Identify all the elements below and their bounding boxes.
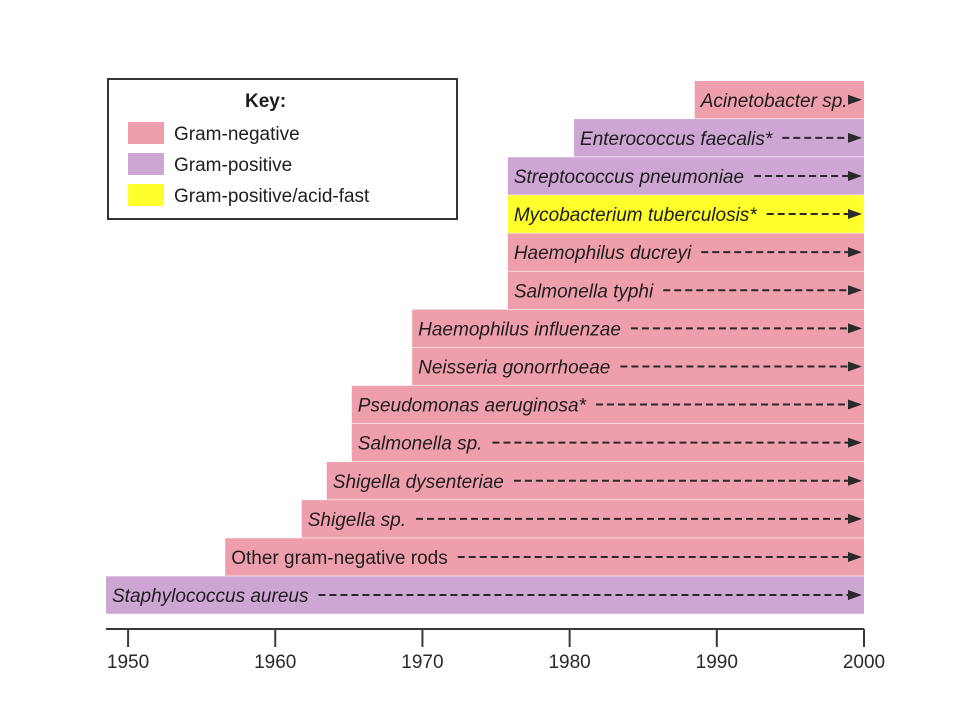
bar-label-shigella-sp: Shigella sp. bbox=[308, 510, 406, 531]
x-tick-label-1980: 1980 bbox=[548, 652, 590, 673]
bar-label-shigella-dysenteriae: Shigella dysenteriae bbox=[333, 472, 504, 493]
bar-enterococcus-faecalis: Enterococcus faecalis* bbox=[574, 119, 864, 157]
legend-label-gram-negative: Gram-negative bbox=[174, 124, 300, 145]
x-tick-label-1990: 1990 bbox=[696, 652, 738, 673]
arrow-head-shigella-dysenteriae bbox=[848, 475, 862, 486]
bar-label-salmonella-typhi: Salmonella typhi bbox=[514, 281, 654, 302]
x-tick-label-1960: 1960 bbox=[254, 652, 296, 673]
bars-layer: Acinetobacter sp. Enterococcus faecalis* S… bbox=[106, 81, 864, 614]
arrow-head-mycobacterium-tuberculosis bbox=[848, 209, 862, 220]
arrow-head-enterococcus-faecalis bbox=[848, 132, 862, 143]
bar-label-acinetobacter-sp: Acinetobacter sp. bbox=[700, 91, 848, 112]
bar-label-enterococcus-faecalis: Enterococcus faecalis* bbox=[580, 129, 773, 150]
arrow-head-haemophilus-ducreyi bbox=[848, 247, 862, 258]
x-tick-label-2000: 2000 bbox=[843, 652, 885, 673]
bar-label-neisseria-gonorrhoeae: Neisseria gonorrhoeae bbox=[418, 357, 610, 378]
bar-label-haemophilus-influenzae: Haemophilus influenzae bbox=[418, 319, 621, 340]
bar-streptococcus-pneumoniae: Streptococcus pneumoniae bbox=[507, 157, 864, 195]
arrow-head-pseudomonas-aeruginosa bbox=[848, 399, 862, 410]
x-tick-label-1970: 1970 bbox=[401, 652, 443, 673]
arrow-head-salmonella-typhi bbox=[848, 285, 862, 296]
bar-pseudomonas-aeruginosa: Pseudomonas aeruginosa* bbox=[351, 385, 864, 424]
bar-label-haemophilus-ducreyi: Haemophilus ducreyi bbox=[514, 243, 692, 264]
legend-swatch-gram-positive bbox=[128, 153, 164, 175]
legend-box bbox=[107, 78, 458, 220]
bar-label-pseudomonas-aeruginosa: Pseudomonas aeruginosa* bbox=[358, 396, 587, 417]
bar-other-gram-negative-rods: Other gram-negative rods bbox=[225, 538, 864, 576]
legend: Key: Gram-negative Gram-positive Gram-posit… bbox=[107, 78, 458, 220]
bar-mycobacterium-tuberculosis: Mycobacterium tuberculosis* bbox=[507, 195, 864, 233]
bar-salmonella-typhi: Salmonella typhi bbox=[507, 271, 864, 309]
bar-staphylococcus-aureus: Staphylococcus aureus bbox=[106, 576, 864, 614]
legend-swatch-gram-negative bbox=[128, 122, 164, 144]
bar-haemophilus-ducreyi: Haemophilus ducreyi bbox=[507, 233, 864, 271]
arrow-head-other-gram-negative-rods bbox=[848, 551, 862, 562]
bar-shigella-sp: Shigella sp. bbox=[301, 500, 864, 538]
legend-label-gram-positive-acid-fast: Gram-positive/acid-fast bbox=[174, 186, 370, 207]
x-tick-label-1950: 1950 bbox=[107, 652, 149, 673]
bar-rect-acinetobacter-sp bbox=[694, 81, 864, 119]
legend-label-gram-positive: Gram-positive bbox=[174, 155, 292, 176]
arrow-head-neisseria-gonorrhoeae bbox=[848, 361, 862, 372]
bar-label-salmonella-sp: Salmonella sp. bbox=[358, 434, 483, 455]
bar-label-other-gram-negative-rods: Other gram-negative rods bbox=[231, 548, 448, 569]
arrow-head-staphylococcus-aureus bbox=[848, 590, 862, 601]
bar-label-streptococcus-pneumoniae: Streptococcus pneumoniae bbox=[514, 167, 744, 188]
bar-acinetobacter-sp: Acinetobacter sp. bbox=[694, 81, 864, 119]
legend-swatch-gram-positive-acid-fast bbox=[128, 184, 164, 206]
bar-label-mycobacterium-tuberculosis: Mycobacterium tuberculosis* bbox=[514, 205, 757, 226]
arrow-head-haemophilus-influenzae bbox=[848, 323, 862, 334]
bar-shigella-dysenteriae: Shigella dysenteriae bbox=[326, 462, 864, 500]
x-axis: 1950 1960 1970 1980 1990 2000 bbox=[106, 628, 885, 673]
legend-title: Key: bbox=[245, 91, 286, 112]
bar-haemophilus-influenzae: Haemophilus influenzae bbox=[412, 309, 864, 348]
arrow-head-salmonella-sp bbox=[848, 437, 862, 448]
bar-neisseria-gonorrhoeae: Neisseria gonorrhoeae bbox=[412, 347, 864, 386]
bar-salmonella-sp: Salmonella sp. bbox=[351, 423, 864, 462]
arrow-head-streptococcus-pneumoniae bbox=[848, 170, 862, 181]
bar-label-staphylococcus-aureus: Staphylococcus aureus bbox=[112, 586, 309, 607]
arrow-head-acinetobacter-sp bbox=[848, 94, 862, 105]
arrow-head-shigella-sp bbox=[848, 513, 862, 524]
